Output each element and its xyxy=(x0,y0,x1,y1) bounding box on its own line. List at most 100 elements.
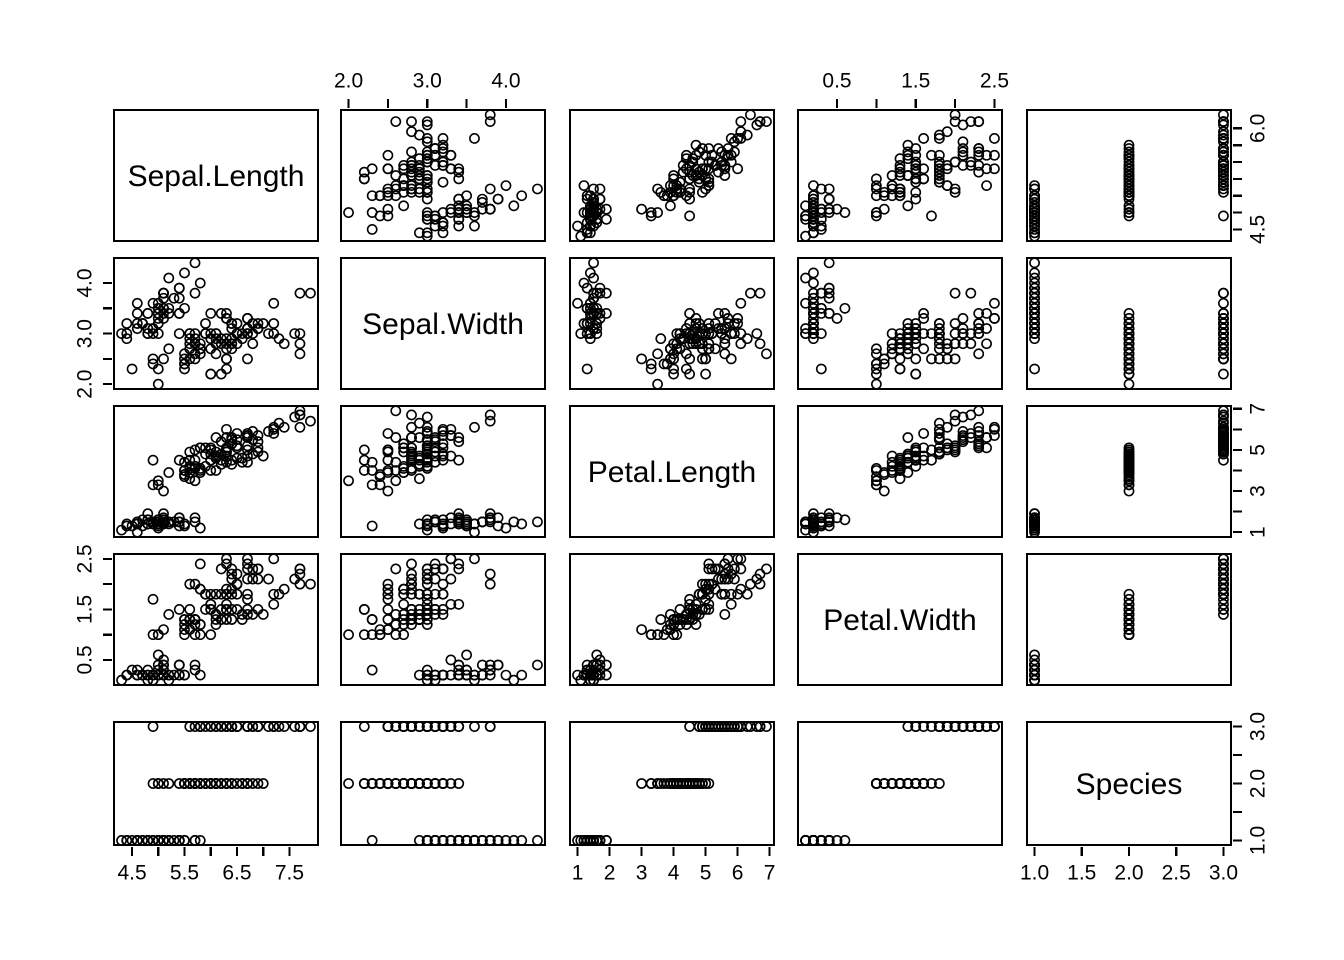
data-point xyxy=(453,213,465,225)
data-point xyxy=(645,629,657,641)
data-point xyxy=(1029,526,1040,538)
data-point xyxy=(591,669,603,681)
data-point xyxy=(1218,166,1229,178)
data-point xyxy=(382,721,394,732)
data-point xyxy=(421,411,433,423)
scatter-panel-sepal-length-vs-species xyxy=(1025,108,1233,243)
data-point xyxy=(413,588,425,600)
data-point xyxy=(1218,436,1229,448)
data-point xyxy=(697,163,708,175)
data-point xyxy=(242,721,253,732)
data-point xyxy=(1029,328,1040,340)
data-point xyxy=(429,603,441,615)
data-point xyxy=(398,778,410,789)
data-point xyxy=(870,210,882,222)
data-point xyxy=(949,109,961,121)
data-point xyxy=(294,568,306,580)
data-point xyxy=(823,207,835,218)
data-point xyxy=(421,721,433,732)
panel-frame xyxy=(112,404,320,539)
data-point xyxy=(902,200,914,212)
data-point xyxy=(476,516,488,528)
data-point xyxy=(374,471,386,483)
data-point xyxy=(690,170,702,181)
data-point xyxy=(645,210,657,222)
data-point xyxy=(1123,176,1135,188)
data-point xyxy=(358,721,370,732)
data-point xyxy=(965,287,977,299)
data-point xyxy=(671,338,683,350)
axis-tick-label-bottom: 3 xyxy=(636,862,648,885)
data-point xyxy=(215,338,227,350)
data-point xyxy=(194,835,206,846)
data-point xyxy=(421,563,433,575)
axis-tick-label-top: 2.5 xyxy=(980,70,1009,93)
data-point xyxy=(754,116,766,127)
data-point xyxy=(382,465,394,476)
data-point xyxy=(221,778,232,789)
data-point xyxy=(469,133,480,144)
data-point xyxy=(902,778,914,789)
data-point xyxy=(173,328,185,340)
data-point xyxy=(681,163,692,175)
data-point xyxy=(1029,307,1040,319)
data-point xyxy=(382,203,394,215)
data-point xyxy=(421,598,433,610)
data-point xyxy=(1029,282,1040,294)
data-point xyxy=(278,721,290,732)
data-point xyxy=(242,328,253,340)
data-point xyxy=(808,323,819,334)
data-point xyxy=(1218,405,1229,417)
data-point xyxy=(1029,297,1040,309)
data-point xyxy=(453,558,465,570)
panel-frame xyxy=(339,404,547,539)
data-point xyxy=(652,183,663,195)
data-point xyxy=(1123,323,1135,334)
data-point xyxy=(242,593,253,605)
data-point xyxy=(722,313,734,324)
data-point xyxy=(358,465,370,476)
data-point xyxy=(1123,200,1135,212)
data-point xyxy=(179,471,190,483)
data-point xyxy=(1123,358,1135,370)
data-point xyxy=(242,440,253,452)
data-point xyxy=(808,277,819,289)
data-point xyxy=(910,318,922,329)
data-point xyxy=(453,207,465,218)
data-point xyxy=(406,146,417,158)
data-point xyxy=(158,659,169,671)
data-point xyxy=(469,553,480,565)
data-point xyxy=(242,603,253,615)
data-point xyxy=(429,563,441,575)
data-point xyxy=(163,307,175,319)
data-point xyxy=(268,428,280,439)
data-point xyxy=(1123,153,1135,165)
data-point xyxy=(179,358,190,370)
axis-tick-label-bottom: 7 xyxy=(764,862,776,885)
data-point xyxy=(902,432,914,443)
axis-tick-label-top: 1.5 xyxy=(901,70,930,93)
data-point xyxy=(687,156,699,168)
data-point xyxy=(445,721,457,732)
data-point xyxy=(1029,224,1040,235)
data-point xyxy=(965,116,977,127)
data-point xyxy=(398,442,410,454)
data-point xyxy=(173,454,185,466)
data-point xyxy=(933,328,945,340)
data-point xyxy=(703,156,715,168)
data-point xyxy=(1218,593,1229,605)
diagonal-variable-label: Sepal.Width xyxy=(362,308,524,341)
data-point xyxy=(421,588,433,600)
data-point xyxy=(429,558,441,570)
data-point xyxy=(703,180,715,192)
data-point xyxy=(205,444,217,456)
data-point xyxy=(700,603,712,615)
data-point xyxy=(941,721,953,732)
data-point xyxy=(500,835,512,846)
data-point xyxy=(374,624,386,636)
data-point xyxy=(152,302,164,314)
data-point xyxy=(1218,368,1229,380)
data-point xyxy=(878,778,890,789)
data-point xyxy=(437,609,449,620)
data-point xyxy=(461,190,473,202)
